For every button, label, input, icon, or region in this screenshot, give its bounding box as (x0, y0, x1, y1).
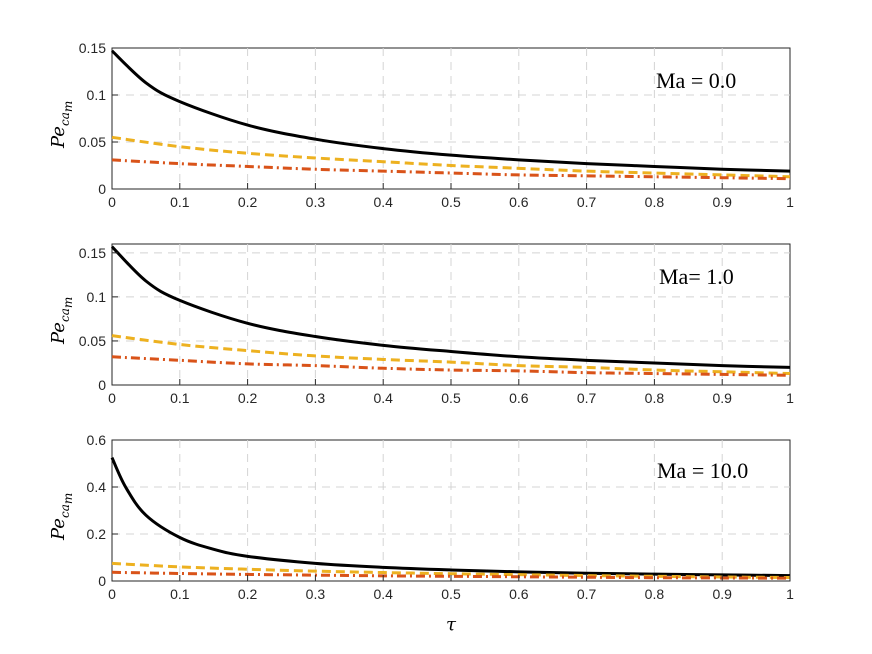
x-tick-label: 1 (786, 586, 794, 602)
x-tick-label: 0.9 (712, 390, 732, 406)
x-tick-label: 0.7 (577, 390, 597, 406)
y-tick-label: 0 (98, 181, 106, 197)
line-series-2 (111, 135, 791, 179)
x-tick-label: 0.2 (238, 390, 258, 406)
x-tick-label: 0.8 (645, 586, 665, 602)
annotation-label: Ma= 1.0 (659, 264, 734, 289)
x-tick-label: 0.5 (441, 390, 461, 406)
x-tick-label: 0.9 (712, 194, 732, 210)
x-tick-label: 0.9 (712, 586, 732, 602)
x-tick-label: 0.7 (577, 194, 597, 210)
x-tick-label: 1 (786, 390, 794, 406)
x-tick-label: 0.4 (373, 586, 393, 602)
x-tick-label: 0.1 (170, 390, 190, 406)
annotation-label: Ma = 10.0 (657, 458, 748, 483)
line-series-3 (111, 355, 791, 377)
x-tick-label: 0 (108, 194, 116, 210)
line-series-1 (110, 245, 791, 369)
line-series-3 (111, 158, 791, 181)
y-tick-label: 0 (98, 573, 106, 589)
subplot-3: 0 0.1 0.2 0.3 0.4 0.5 0.6 0.7 0.8 0.9 100.20.40.6 … (48, 432, 794, 635)
y-tick-label: 0 (98, 377, 106, 393)
x-tick-label: 0 (108, 586, 116, 602)
x-tick-label: 0.6 (509, 586, 529, 602)
y-axis-label: Pecam (48, 493, 75, 541)
line-series-2 (111, 334, 791, 376)
x-tick-label: 0.3 (306, 586, 326, 602)
y-axis-label: Pecam (48, 101, 75, 149)
x-tick-label: 0.4 (373, 390, 393, 406)
x-tick-label: 0.3 (306, 194, 326, 210)
line-series-1 (110, 49, 791, 173)
x-tick-label: 1 (786, 194, 794, 210)
y-tick-label: 0.4 (87, 479, 107, 495)
y-tick-label: 0.05 (79, 134, 106, 150)
y-tick-label: 0.6 (87, 432, 107, 448)
line-series-1 (110, 457, 791, 578)
annotation-label: Ma = 0.0 (656, 68, 736, 93)
y-tick-label: 0.15 (79, 245, 106, 261)
x-tick-label: 0 (108, 390, 116, 406)
subplot-1: 0 0.1 0.2 0.3 0.4 0.5 0.6 0.7 0.8 0.9 1 0 0.05 0.1 0.1… (48, 40, 794, 210)
y-tick-label: 0.15 (79, 40, 106, 56)
y-tick-label: 0.2 (87, 526, 107, 542)
line-series-3 (111, 570, 791, 580)
y-tick-label: 0.1 (87, 87, 107, 103)
subplot-2: 0 0.1 0.2 0.3 0.4 0.5 0.6 0.7 0.8 0.9 1 0 0.05 0.1 0.1… (48, 243, 794, 406)
y-axis-label: Pecam (48, 297, 75, 345)
x-tick-label: 0.1 (170, 586, 190, 602)
x-tick-label: 0.5 (441, 194, 461, 210)
x-tick-label: 0.1 (170, 194, 190, 210)
line-series-2 (111, 561, 791, 579)
y-tick-label: 0.1 (87, 289, 107, 305)
x-axis-label: τ (446, 614, 457, 635)
x-tick-label: 0.3 (306, 390, 326, 406)
x-tick-label: 0.6 (509, 390, 529, 406)
x-tick-label: 0.4 (373, 194, 393, 210)
x-tick-label: 0.8 (645, 194, 665, 210)
x-tick-label: 0.2 (238, 586, 258, 602)
x-tick-label: 0.7 (577, 586, 597, 602)
x-tick-label: 0.8 (645, 390, 665, 406)
x-tick-label: 0.5 (441, 586, 461, 602)
x-tick-label: 0.2 (238, 194, 258, 210)
y-tick-label: 0.05 (79, 333, 106, 349)
x-tick-label: 0.6 (509, 194, 529, 210)
